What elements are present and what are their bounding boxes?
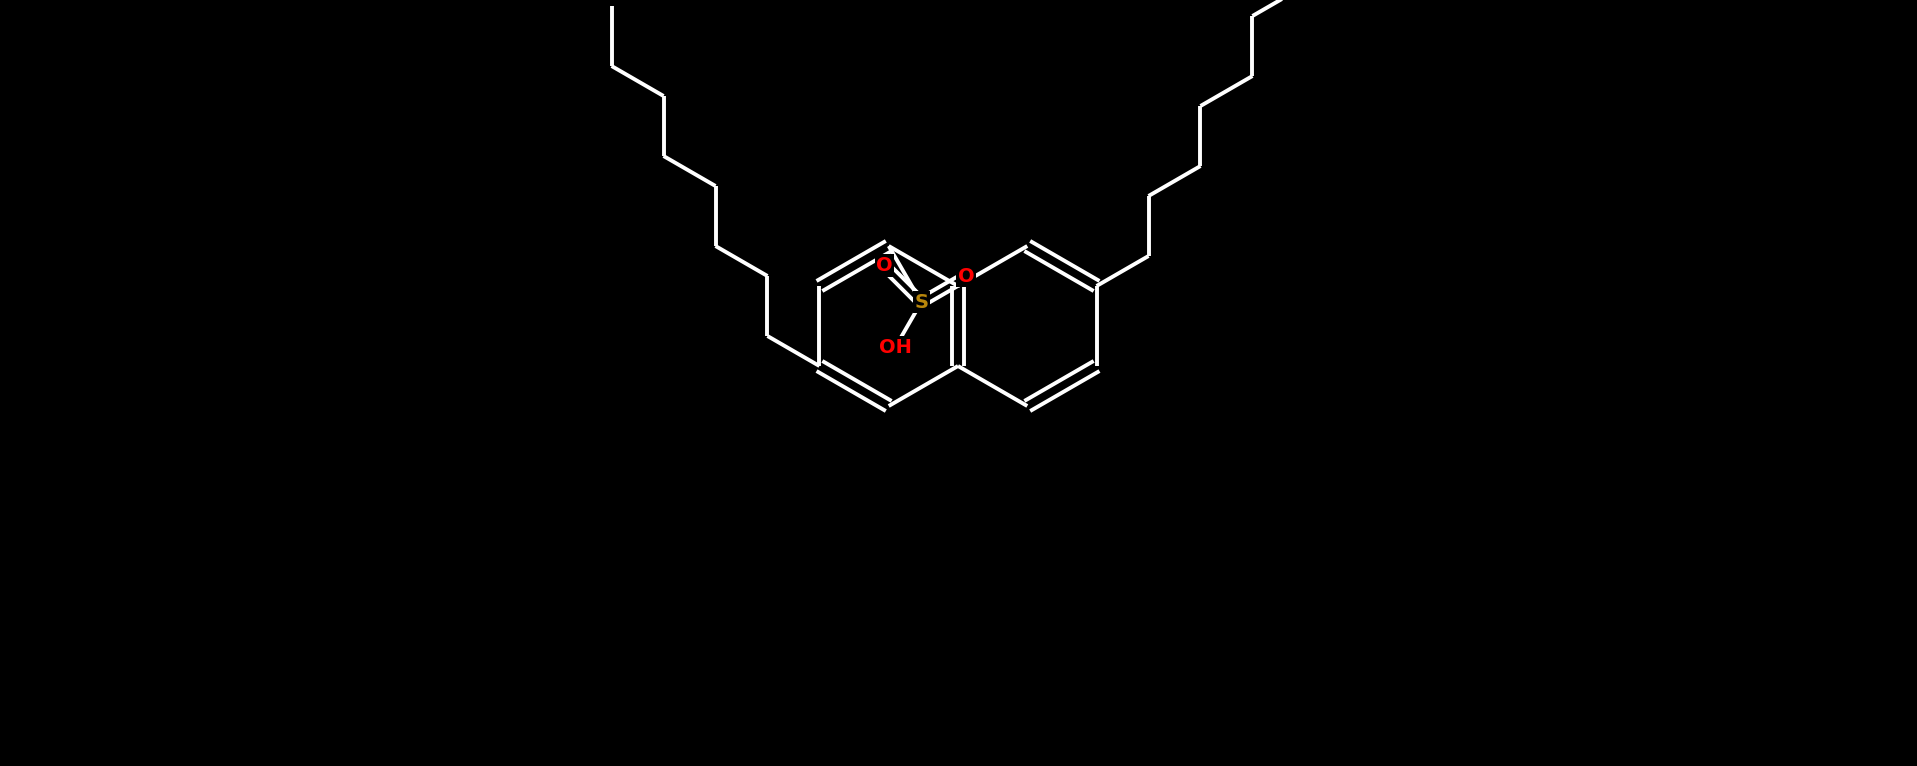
Text: O: O [958,267,974,286]
Text: OH: OH [878,338,912,357]
Text: S: S [914,293,928,312]
Text: O: O [876,256,893,275]
